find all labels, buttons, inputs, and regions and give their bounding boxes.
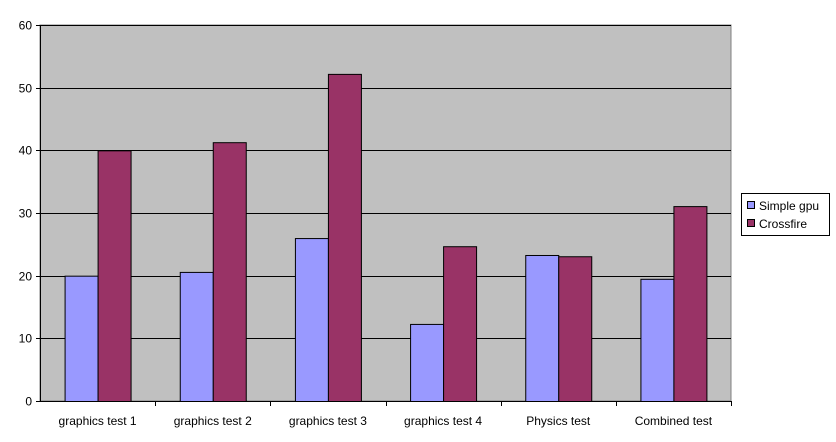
legend-label: Simple gpu bbox=[759, 199, 819, 213]
y-tick-label: 30 bbox=[19, 207, 33, 221]
legend-box bbox=[741, 193, 830, 236]
y-tick-label: 10 bbox=[19, 332, 33, 346]
bar-simple-gpu bbox=[640, 278, 675, 402]
bar-simple-gpu bbox=[64, 275, 99, 402]
x-tick-label: graphics test 1 bbox=[59, 414, 137, 428]
bar-simple-gpu bbox=[294, 238, 329, 402]
x-tick-label: graphics test 2 bbox=[174, 414, 252, 428]
bar-crossfire bbox=[212, 142, 247, 402]
y-tick-label: 20 bbox=[19, 270, 33, 284]
bar-simple-gpu bbox=[410, 323, 445, 403]
bar-simple-gpu bbox=[179, 271, 214, 403]
bar-crossfire bbox=[673, 206, 708, 402]
gridlines bbox=[40, 25, 731, 339]
bar-crossfire bbox=[97, 150, 132, 402]
y-tick-label: 40 bbox=[19, 144, 33, 158]
legend-swatch bbox=[747, 201, 755, 209]
x-tick-label: graphics test 3 bbox=[289, 414, 367, 428]
bar-simple-gpu bbox=[525, 254, 560, 402]
y-tick-label: 60 bbox=[19, 19, 33, 33]
bar-crossfire bbox=[443, 246, 478, 402]
legend: Simple gpu Crossfire bbox=[741, 193, 830, 236]
axes bbox=[36, 25, 732, 406]
y-tick-labels: 0 10 20 30 40 50 60 bbox=[19, 19, 33, 409]
x-tick-label: Combined test bbox=[635, 414, 713, 428]
x-tick-label: Physics test bbox=[526, 414, 591, 428]
x-tick-label: graphics test 4 bbox=[404, 414, 482, 428]
bar-crossfire bbox=[327, 73, 362, 402]
y-tick-label: 50 bbox=[19, 82, 33, 96]
bar-crossfire bbox=[558, 256, 593, 402]
legend-swatch bbox=[747, 219, 755, 227]
bars bbox=[64, 73, 708, 403]
legend-label: Crossfire bbox=[759, 217, 807, 231]
y-tick-label: 0 bbox=[25, 395, 32, 409]
x-tick-labels: graphics test 1 graphics test 2 graphics t… bbox=[59, 414, 713, 428]
